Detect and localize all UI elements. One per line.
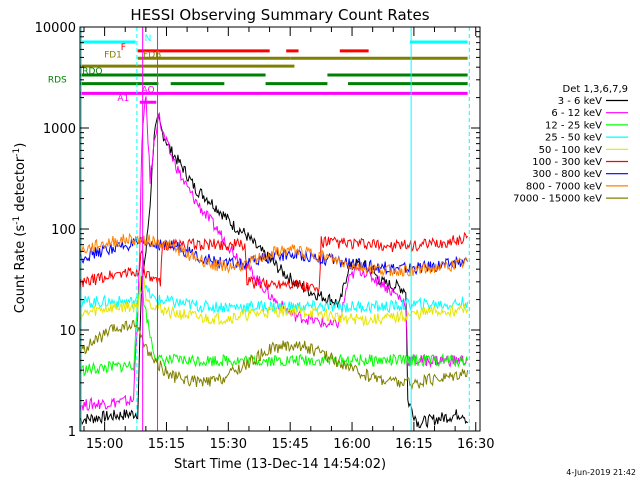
legend-entry-label: 100 - 300 keV — [532, 157, 602, 168]
series-line — [79, 270, 469, 327]
flag-label: F — [121, 43, 126, 53]
flag-label: FD1 — [104, 50, 122, 60]
date-stamp: 4-Jun-2019 21:42 — [566, 468, 636, 477]
y-axis-label-part: ) — [13, 143, 28, 148]
legend-entry-label: 50 - 100 keV — [539, 145, 603, 156]
y-tick-label: 1000 — [43, 122, 76, 137]
y-tick-label: 100 — [51, 223, 76, 238]
legend-entry-label: 12 - 25 keV — [545, 120, 602, 131]
y-tick-label: 10000 — [35, 21, 76, 36]
flag-label: RDO — [82, 67, 102, 77]
plot-lines — [79, 96, 469, 429]
legend-entry-label: 300 - 800 keV — [532, 169, 602, 180]
flag-label: RDS — [48, 76, 67, 86]
x-tick-label: 15:15 — [148, 437, 185, 452]
series-line — [79, 320, 469, 391]
legend-entry-label: 6 - 12 keV — [551, 108, 602, 119]
flag-label: A1 — [117, 94, 129, 104]
series-line — [79, 113, 469, 429]
x-tick-label: 15:30 — [210, 437, 247, 452]
legend-entry-label: 800 - 7000 keV — [526, 181, 602, 192]
x-tick-label: 16:00 — [333, 437, 370, 452]
flag-label: FDB — [143, 50, 161, 60]
flag-label: AO — [141, 85, 154, 95]
y-axis-ticks: 1 10 100 1000 10000 — [35, 21, 480, 440]
y-axis-label-part: Count Rate (s — [13, 225, 28, 314]
x-axis-label: Start Time (13-Dec-14 14:54:02) — [174, 457, 386, 472]
legend-entry-label: 7000 - 15000 keV — [513, 194, 602, 205]
x-tick-label: 16:15 — [395, 437, 432, 452]
x-tick-label: 16:30 — [457, 437, 494, 452]
x-axis-ticks: 15:00 15:15 15:30 15:45 16:00 16:15 16:30 — [83, 27, 494, 452]
legend-entry-label: 3 - 6 keV — [558, 96, 602, 107]
y-axis-label-part: detector — [13, 156, 28, 216]
y-axis-label-exponent: -1 — [12, 148, 22, 157]
y-tick-label: 1 — [68, 425, 76, 440]
series-line — [79, 236, 468, 276]
x-tick-label: 15:45 — [271, 437, 308, 452]
y-axis-label-exponent: -1 — [12, 216, 22, 225]
chart-title: HESSI Observing Summary Count Rates — [130, 6, 429, 24]
series-line — [79, 232, 469, 277]
y-tick-label: 10 — [59, 324, 76, 339]
legend-title: Det 1,3,6,7,9 — [563, 84, 628, 95]
y-axis-label: Count Rate (s-1 detector-1) — [12, 143, 28, 314]
series-line — [79, 282, 469, 377]
x-tick-label: 15:00 — [86, 437, 123, 452]
series-line — [79, 231, 469, 293]
vertical-markers — [80, 27, 470, 431]
legend-entry-label: 25 - 50 keV — [545, 133, 602, 144]
flag-label: N — [145, 34, 152, 44]
